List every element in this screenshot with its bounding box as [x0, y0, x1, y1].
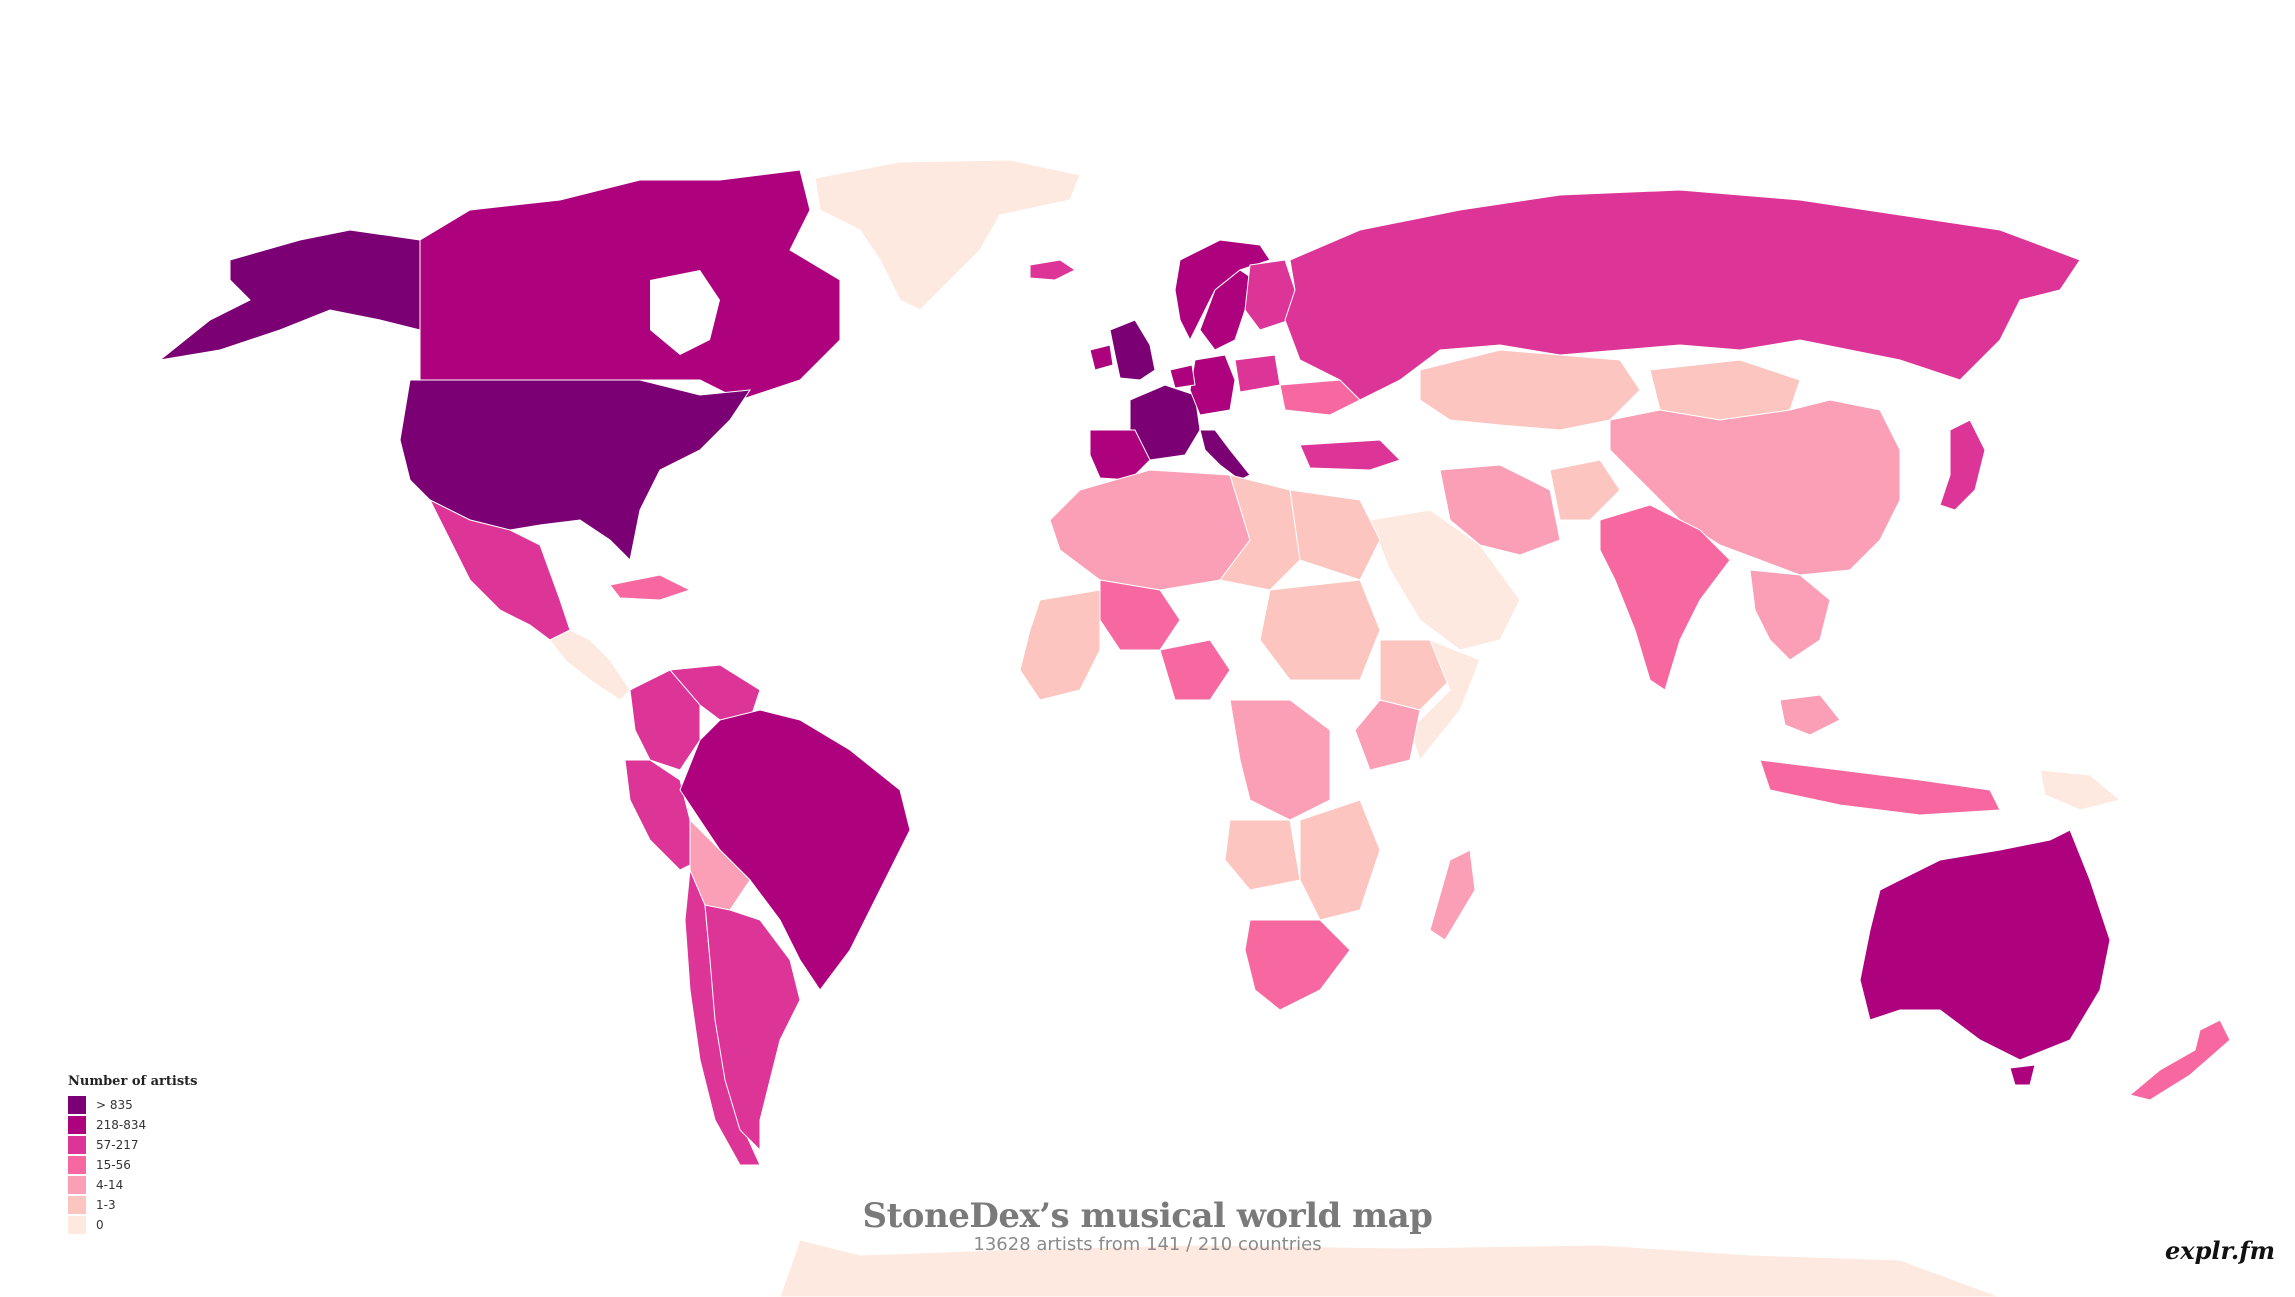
- region-netherlands[interactable]: [1169, 364, 1196, 389]
- region-malaysia[interactable]: [1779, 694, 1841, 736]
- legend: Number of artists > 835 218-834 57-217 15-5…: [68, 1074, 197, 1235]
- region-mongolia[interactable]: [1649, 359, 1801, 421]
- region-japan[interactable]: [1939, 419, 1986, 511]
- region-egypt[interactable]: [1289, 489, 1381, 581]
- region-antarctica[interactable]: [779, 1239, 2001, 1297]
- region-italy[interactable]: [1199, 429, 1251, 481]
- region-ireland[interactable]: [1089, 344, 1114, 371]
- region-russia[interactable]: [1284, 189, 2081, 401]
- legend-item: > 835: [68, 1095, 197, 1115]
- region-kenya[interactable]: [1354, 699, 1421, 771]
- region-united-kingdom[interactable]: [1109, 319, 1156, 381]
- legend-label: > 835: [96, 1098, 133, 1112]
- region-australia[interactable]: [1859, 829, 2111, 1061]
- legend-label: 15-56: [96, 1158, 131, 1172]
- region-ukraine[interactable]: [1279, 379, 1361, 416]
- region-tasmania[interactable]: [2009, 1064, 2036, 1086]
- region-canada[interactable]: [419, 169, 841, 401]
- region-papua-new-guinea[interactable]: [2039, 769, 2122, 811]
- region-indonesia[interactable]: [1759, 759, 2001, 816]
- legend-swatch: [68, 1156, 86, 1174]
- region-thailand[interactable]: [1749, 569, 1831, 661]
- region-india[interactable]: [1599, 504, 1731, 691]
- legend-label: 4-14: [96, 1178, 124, 1192]
- region-iceland[interactable]: [1029, 259, 1076, 281]
- legend-label: 0: [96, 1218, 104, 1232]
- legend-swatch: [68, 1196, 86, 1214]
- legend-item: 1-3: [68, 1195, 197, 1215]
- map-subtitle: 13628 artists from 141 / 210 countries: [973, 1234, 1322, 1255]
- legend-swatch: [68, 1136, 86, 1154]
- region-new-zealand[interactable]: [2128, 1019, 2231, 1101]
- region-greenland[interactable]: [814, 159, 1081, 311]
- region-central-america[interactable]: [549, 629, 631, 701]
- region-brazil[interactable]: [679, 709, 911, 991]
- hudson-bay: [650, 270, 720, 355]
- legend-swatch: [68, 1216, 86, 1234]
- legend-label: 218-834: [96, 1118, 147, 1132]
- region-ethiopia[interactable]: [1379, 639, 1451, 711]
- legend-item: 57-217: [68, 1135, 197, 1155]
- legend-swatch: [68, 1096, 86, 1114]
- region-united-states[interactable]: [399, 379, 752, 562]
- region-kazakhstan[interactable]: [1419, 349, 1641, 431]
- explr-fm-logo[interactable]: explr.fm: [2165, 1236, 2275, 1265]
- region-germany[interactable]: [1189, 354, 1236, 416]
- legend-item: 15-56: [68, 1155, 197, 1175]
- region-sweden[interactable]: [1199, 269, 1256, 351]
- region-turkey[interactable]: [1299, 439, 1401, 471]
- region-madagascar[interactable]: [1429, 849, 1476, 941]
- legend-title: Number of artists: [68, 1074, 198, 1089]
- region-argentina[interactable]: [704, 904, 801, 1152]
- title-block: StoneDex’s musical world map 13628 artis…: [0, 1196, 2295, 1255]
- region-congo[interactable]: [1229, 699, 1331, 821]
- region-iran[interactable]: [1439, 464, 1561, 556]
- legend-label: 1-3: [96, 1198, 116, 1212]
- legend-item: 4-14: [68, 1175, 197, 1195]
- region-algeria[interactable]: [1049, 469, 1251, 591]
- legend-swatch: [68, 1116, 86, 1134]
- legend-item: 218-834: [68, 1115, 197, 1135]
- region-sudan[interactable]: [1259, 579, 1381, 681]
- region-nigeria[interactable]: [1159, 639, 1231, 701]
- region-west-africa[interactable]: [1019, 589, 1101, 701]
- legend-label: 57-217: [96, 1138, 139, 1152]
- region-saudi-arabia[interactable]: [1369, 509, 1521, 651]
- legend-swatch: [68, 1176, 86, 1194]
- legend-item: 0: [68, 1215, 197, 1235]
- map-title: StoneDex’s musical world map: [862, 1196, 1433, 1236]
- region-afghanistan[interactable]: [1549, 459, 1621, 521]
- region-mali[interactable]: [1099, 579, 1181, 651]
- region-south-africa[interactable]: [1244, 919, 1351, 1011]
- region-angola[interactable]: [1224, 819, 1301, 891]
- region-alaska[interactable]: [158, 229, 421, 361]
- legend-rows: > 835 218-834 57-217 15-56 4-14 1-3 0: [68, 1095, 197, 1235]
- region-poland[interactable]: [1234, 354, 1281, 393]
- region-caribbean[interactable]: [609, 574, 692, 601]
- region-somalia[interactable]: [1409, 639, 1481, 762]
- region-china[interactable]: [1609, 399, 1901, 576]
- region-mozambique[interactable]: [1299, 799, 1381, 921]
